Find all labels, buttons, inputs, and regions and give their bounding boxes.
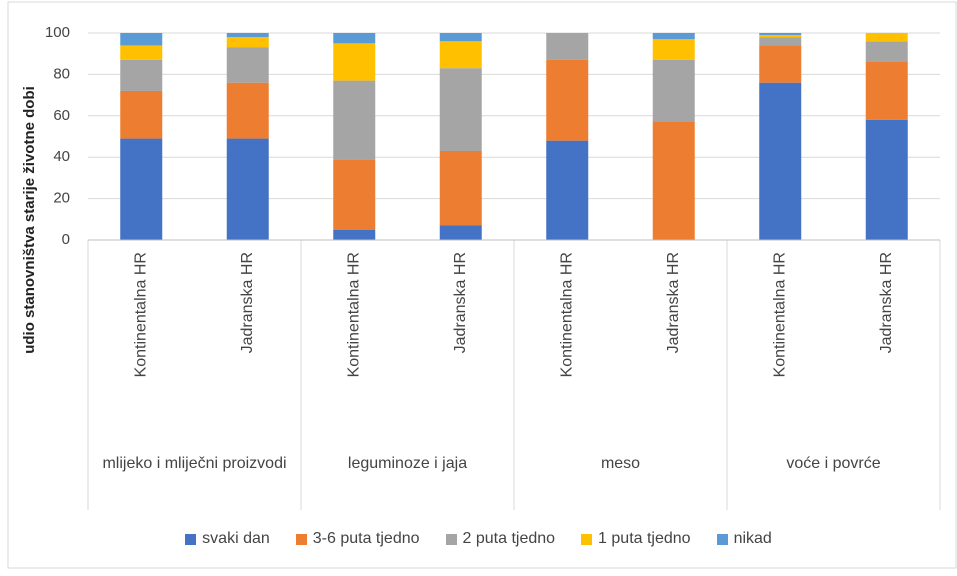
y-tick-label: 0 xyxy=(62,231,70,248)
bar-segment xyxy=(865,119,908,240)
y-tick-label: 100 xyxy=(45,24,70,41)
x-tick-label: Jadranska HR xyxy=(665,252,682,353)
legend-label: 1 puta tjedno xyxy=(598,530,691,547)
bar-segment xyxy=(759,45,802,83)
y-tick-label: 60 xyxy=(53,107,70,124)
bar-segment xyxy=(439,225,482,240)
x-tick-label: Jadranska HR xyxy=(239,252,256,353)
legend-swatch xyxy=(295,533,307,545)
bar-segment xyxy=(439,150,482,226)
bar-segment xyxy=(652,122,695,240)
y-tick-label: 20 xyxy=(53,190,70,207)
y-tick-label: 40 xyxy=(53,148,70,165)
x-tick-label: Jadranska HR xyxy=(452,252,469,353)
bar-segment xyxy=(120,59,163,91)
x-tick-label: Kontinentalna HR xyxy=(132,252,149,377)
bar-segment xyxy=(546,33,589,60)
legend-swatch xyxy=(185,533,197,545)
y-axis-title: udio stanovništva starije životne dobi xyxy=(21,86,38,354)
bar-segment xyxy=(546,140,589,240)
legend-swatch xyxy=(716,533,728,545)
chart-border xyxy=(7,1,957,569)
y-tick-label: 80 xyxy=(53,65,70,82)
legend-swatch xyxy=(445,533,457,545)
legend-item: 1 puta tjedno xyxy=(581,530,691,548)
x-tick-label: Jadranska HR xyxy=(878,252,895,353)
legend-label: 3-6 puta tjedno xyxy=(312,530,420,547)
bar-segment xyxy=(439,33,482,42)
bar-segment xyxy=(120,90,163,139)
bar-segment xyxy=(759,37,802,46)
bar-segment xyxy=(759,82,802,241)
bar-segment xyxy=(759,33,802,36)
bar-segment xyxy=(226,138,269,240)
group-label: voće i povrće xyxy=(786,455,881,472)
bar-segment xyxy=(226,37,269,48)
group-label: meso xyxy=(600,455,641,472)
x-tick-label: Kontinentalna HR xyxy=(771,252,788,377)
bar-segment xyxy=(439,68,482,151)
legend: svaki dan 3-6 puta tjedno 2 puta tjedno 1 p… xyxy=(0,530,957,548)
bar-segment xyxy=(333,159,376,230)
bar-segment xyxy=(333,33,376,44)
bar-segment xyxy=(865,33,908,42)
legend-swatch xyxy=(581,533,593,545)
legend-item: nikad xyxy=(716,530,772,548)
x-tick-label: Kontinentalna HR xyxy=(345,252,362,377)
group-label: leguminoze i jaja xyxy=(347,455,468,472)
legend-item: 2 puta tjedno xyxy=(445,530,556,548)
bar-segment xyxy=(333,43,376,81)
legend-item: 3-6 puta tjedno xyxy=(295,530,420,548)
bar-segment xyxy=(652,33,695,40)
bar-segment xyxy=(652,59,695,123)
group-label: mlijeko i mliječni proizvodi xyxy=(102,455,287,472)
bar-segment xyxy=(759,35,802,38)
legend-label: nikad xyxy=(733,530,772,547)
bar-segment xyxy=(865,41,908,62)
legend-item: svaki dan xyxy=(185,530,270,548)
bar-segment xyxy=(120,45,163,60)
bar-segment xyxy=(652,39,695,60)
bar-segment xyxy=(439,41,482,69)
x-tick-label: Kontinentalna HR xyxy=(558,252,575,377)
bar-segment xyxy=(120,33,163,46)
bar-segment xyxy=(226,82,269,139)
legend-label: 2 puta tjedno xyxy=(462,530,556,547)
bar-segment xyxy=(333,80,376,160)
bar-segment xyxy=(226,47,269,83)
bar-segment xyxy=(333,229,376,240)
bar-segment xyxy=(120,138,163,240)
bar-segment xyxy=(546,59,589,141)
bar-segment xyxy=(226,33,269,38)
bar-segment xyxy=(865,61,908,120)
legend-label: svaki dan xyxy=(202,530,270,547)
